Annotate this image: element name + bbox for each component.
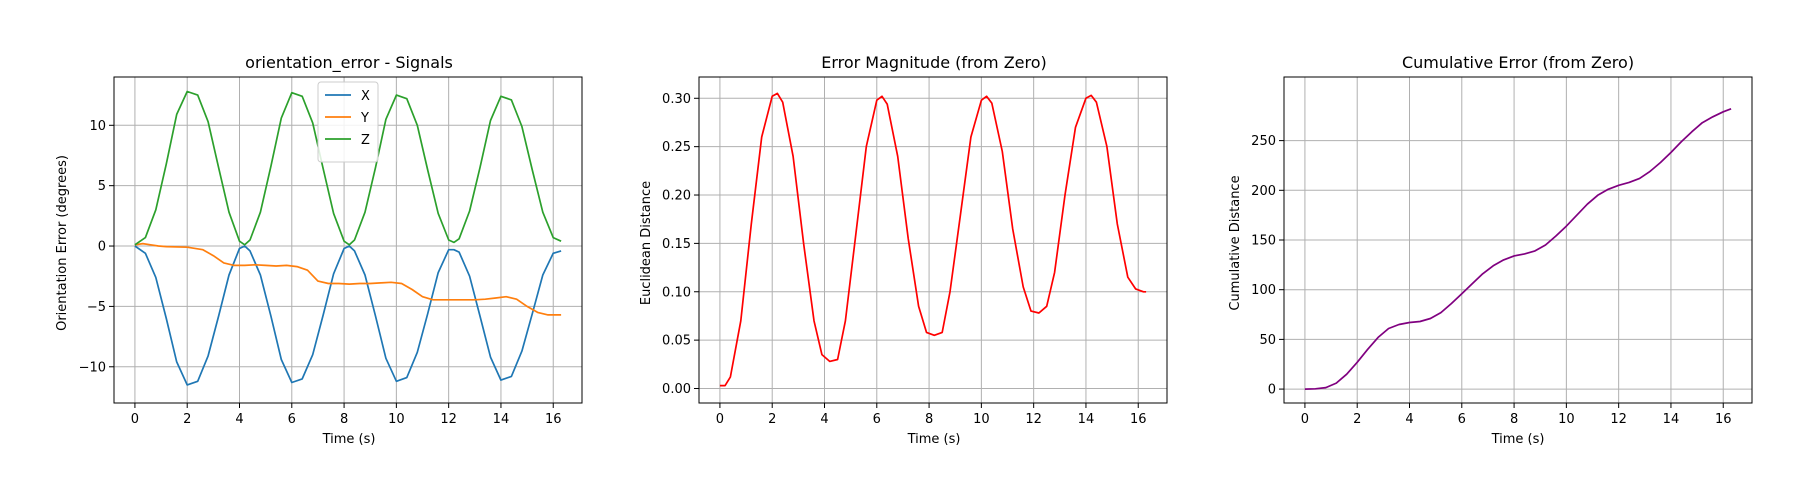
x-tick-label: 4 [235,412,243,427]
y-tick-label: 0.00 [662,382,691,397]
chart-2-y-axis-label: Euclidean Distance [639,181,654,305]
chart-1-title: orientation_error - Signals [245,53,453,73]
y-tick-label: 5 [98,179,106,194]
x-tick-label: 14 [1663,412,1680,427]
x-tick-label: 4 [820,412,828,427]
y-tick-label: 0 [1268,383,1276,398]
x-tick-label: 8 [340,412,348,427]
y-tick-label: 0 [98,240,106,255]
series-line-y [134,242,562,316]
x-tick-label: 2 [768,412,776,427]
x-tick-label: 0 [131,412,139,427]
chart-1-x-axis-label: Time (s) [322,432,376,447]
x-tick-label: 10 [388,412,405,427]
chart-2-error-magnitude: 0 2 4 6 8 10 12 14 16 0.00 0.05 0.10 0.15 0.20 0.25 0.3… [662,76,1168,427]
x-tick-label: 12 [440,412,457,427]
y-tick-label: 250 [1251,134,1276,149]
legend-label-z: Z [361,133,370,148]
x-tick-label: 16 [1130,412,1147,427]
series-line [1304,108,1732,390]
x-tick-label: 8 [1510,412,1518,427]
chart-2-title: Error Magnitude (from Zero) [821,53,1047,72]
legend-box [317,81,379,163]
y-tick-label: 10 [89,119,106,134]
series-line-x [134,245,562,386]
legend-label-x: X [361,89,370,104]
x-tick-label: 14 [1078,412,1095,427]
x-tick-label: 2 [1353,412,1361,427]
x-tick-label: 0 [1301,412,1309,427]
x-tick-label: 8 [925,412,933,427]
x-tick-label: 6 [873,412,881,427]
y-tick-label: 200 [1251,184,1276,199]
x-tick-label: 6 [1458,412,1466,427]
x-tick-label: 14 [493,412,510,427]
x-tick-label: 10 [973,412,990,427]
x-tick-label: 16 [545,412,562,427]
y-tick-label: 0.05 [662,334,691,349]
y-tick-label: 50 [1259,333,1276,348]
x-tick-label: 16 [1715,412,1732,427]
y-tick-label: 0.10 [662,285,691,300]
y-tick-label: 100 [1251,283,1276,298]
plot-frame [113,76,583,404]
series-line-z [134,90,562,246]
plot-frame [698,76,1168,404]
y-tick-label: 0.30 [662,92,691,107]
y-tick-label: 0.15 [662,237,691,252]
chart-1-signals: 0 2 4 6 8 10 12 14 16 −10 −5 0 5 10 XYZ [79,76,583,427]
series-line [719,92,1147,387]
chart-3-title: Cumulative Error (from Zero) [1402,53,1634,72]
x-tick-label: 12 [1025,412,1042,427]
x-tick-label: 6 [288,412,296,427]
chart-2-x-axis-label: Time (s) [907,432,961,447]
x-tick-label: 4 [1405,412,1413,427]
chart-1-y-axis-label: Orientation Error (degrees) [55,155,70,331]
y-tick-label: −10 [79,360,106,375]
x-tick-label: 0 [716,412,724,427]
chart-3-x-axis-label: Time (s) [1491,432,1545,447]
x-tick-label: 10 [1558,412,1575,427]
x-tick-label: 2 [183,412,191,427]
chart-3-cumulative-error: 0 2 4 6 8 10 12 14 16 0 50 100 150 200 250 [1251,76,1753,427]
y-tick-label: 0.20 [662,189,691,204]
y-tick-label: 150 [1251,234,1276,249]
chart-3-y-axis-label: Cumulative Distance [1228,175,1243,310]
y-tick-label: −5 [87,300,106,315]
y-tick-label: 0.25 [662,140,691,155]
legend-label-y: Y [360,111,369,126]
x-tick-label: 12 [1610,412,1627,427]
